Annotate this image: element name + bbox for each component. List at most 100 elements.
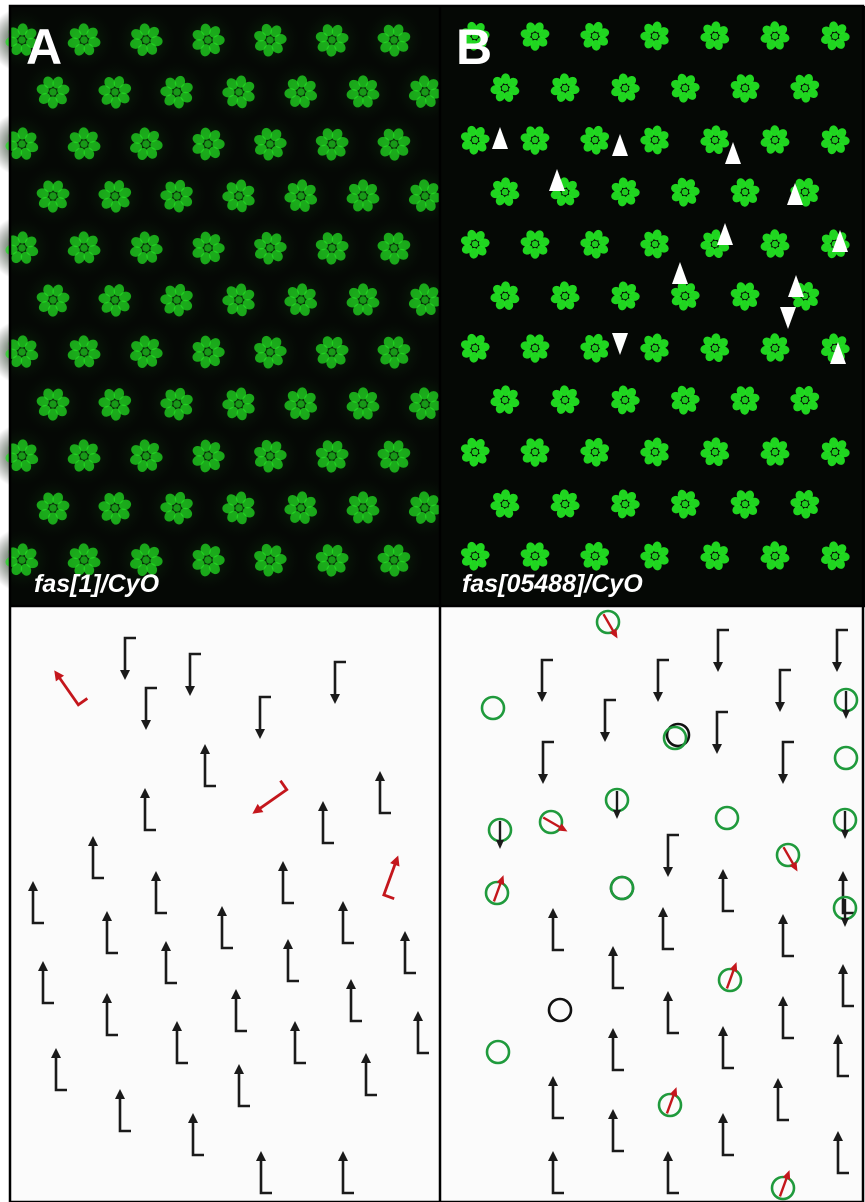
ommatidium [580, 333, 610, 363]
orientation-arrow [663, 833, 679, 877]
orientation-arrow [663, 1151, 679, 1195]
arrowhead-marker [787, 183, 803, 205]
ommatidium [640, 21, 669, 51]
ommatidium [550, 73, 580, 102]
ommatidium [206, 267, 272, 333]
ommatidium [361, 527, 427, 593]
ommatidium [700, 437, 730, 467]
orientation-arrow [185, 652, 201, 696]
orientation-arrow [778, 996, 794, 1040]
ommatidium [730, 178, 760, 207]
orientation-arrow [718, 1113, 734, 1157]
orientation-arrow [283, 939, 299, 983]
orientation-arrow [833, 1131, 849, 1175]
orientation-arrow [290, 1021, 306, 1065]
ommatidium [821, 437, 850, 467]
ommatidium [760, 125, 790, 154]
ommatidium [640, 125, 669, 155]
short-arrow [842, 691, 850, 719]
orientation-arrow [88, 836, 104, 880]
ommatidium [113, 423, 179, 489]
ommatidium [237, 215, 303, 281]
ommatidium [268, 371, 334, 437]
ommatidium [175, 111, 241, 177]
ommatidium [520, 230, 550, 259]
ommatidium [175, 423, 241, 489]
orientation-arrow [832, 628, 848, 672]
orientation-arrow [172, 1021, 188, 1065]
panel-a-micrograph: A fas[1]/CyO [0, 6, 458, 606]
orientation-arrow [537, 658, 553, 702]
ommatidium [330, 163, 396, 229]
ommatidium [640, 437, 669, 467]
ommatidium [821, 541, 850, 571]
ommatidium [490, 281, 520, 310]
ommatidium [671, 385, 700, 415]
ommatidium-circle [665, 722, 691, 748]
panel-b-micrograph: B fas[05488]/CyO [441, 6, 865, 606]
short-arrow [613, 791, 621, 819]
ommatidium [0, 7, 55, 73]
ommatidium [20, 59, 86, 125]
orientation-arrow [608, 946, 624, 990]
arrowhead-marker [780, 307, 796, 329]
orientation-arrow [38, 961, 54, 1005]
ommatidium [611, 177, 640, 207]
ommatidium [51, 319, 117, 385]
orientation-arrow [161, 941, 177, 985]
panel-b-arrowheads [492, 127, 848, 364]
arrowhead-marker [672, 262, 688, 284]
orientation-arrow [120, 636, 136, 680]
orientation-arrow [102, 993, 118, 1037]
ommatidium [144, 163, 210, 229]
ommatidium [330, 59, 396, 125]
ommatidium [671, 281, 700, 311]
panel-a-genotype: fas[1]/CyO [34, 570, 160, 598]
ommatidium [550, 281, 580, 310]
ommatidium [580, 21, 610, 51]
short-arrow [782, 846, 798, 872]
ommatidium-circle [480, 695, 506, 721]
ommatidium-circle [833, 745, 859, 771]
short-arrow [665, 1087, 678, 1114]
ommatidium [144, 475, 210, 541]
panel-b-label: B [456, 19, 492, 75]
ommatidium [821, 21, 850, 51]
ommatidium [330, 475, 396, 541]
ommatidium [51, 423, 117, 489]
ommatidium [268, 267, 334, 333]
ommatidium [460, 125, 490, 155]
ommatidium [51, 527, 117, 593]
orientation-arrow [713, 628, 729, 672]
ommatidium-circle [547, 997, 573, 1023]
short-arrow [841, 811, 849, 839]
ommatidium [0, 527, 55, 593]
ommatidium [490, 489, 520, 518]
ommatidium [20, 475, 86, 541]
ommatidium [760, 21, 790, 50]
orientation-arrow [658, 907, 674, 951]
orientation-arrow [338, 901, 354, 945]
ommatidium [206, 371, 272, 437]
ommatidium [730, 74, 760, 103]
orientation-arrow [653, 658, 669, 702]
orientation-arrow [548, 1151, 564, 1195]
orientation-arrow [608, 1028, 624, 1072]
ommatidium [82, 475, 148, 541]
ommatidium [299, 319, 365, 385]
orientation-arrow [778, 740, 794, 784]
orientation-arrow [361, 1053, 377, 1097]
ommatidium [550, 385, 580, 414]
orientation-arrow [318, 801, 334, 845]
ommatidium [175, 527, 241, 593]
ommatidium [490, 177, 520, 206]
orientation-arrow [400, 931, 416, 975]
short-arrow [496, 821, 504, 849]
orientation-arrow [833, 1034, 849, 1078]
ommatidium [299, 215, 365, 281]
ommatidium [361, 111, 427, 177]
arrowhead-marker [717, 223, 733, 245]
ommatidium [330, 267, 396, 333]
orientation-arrow [231, 989, 247, 1033]
